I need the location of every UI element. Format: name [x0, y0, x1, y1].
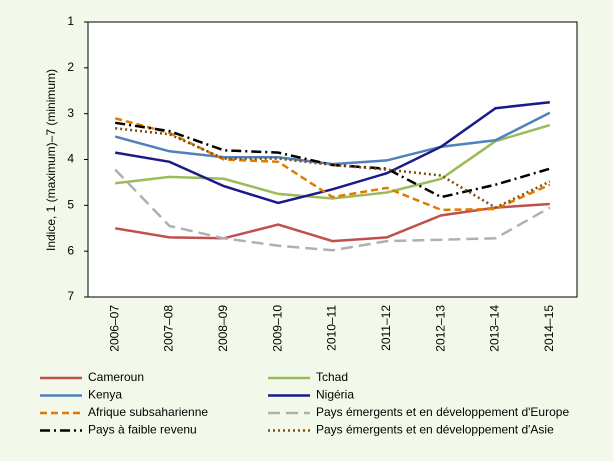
x-tick-label: 2006–07	[107, 305, 121, 352]
y-tick-label: 7	[67, 289, 74, 303]
legend-label: Nigéria	[316, 388, 354, 402]
legend-label: Pays à faible revenu	[88, 423, 197, 437]
y-tick-label: 6	[67, 243, 74, 257]
y-tick-label: 5	[67, 198, 74, 212]
legend-label: Afrique subsaharienne	[88, 405, 208, 419]
y-tick-label: 1	[67, 14, 74, 28]
x-tick-label: 2009–10	[270, 305, 284, 352]
x-tick-label: 2008–09	[216, 305, 230, 352]
series-line	[114, 117, 551, 212]
series-line	[115, 121, 551, 199]
y-tick-label: 2	[67, 60, 74, 74]
x-tick-label: 2007–08	[162, 305, 176, 352]
x-tick-label: 2010–11	[325, 305, 339, 351]
series-line	[115, 123, 551, 200]
y-tick-label: 3	[67, 106, 74, 120]
y-tick-label: 4	[67, 152, 74, 166]
series-line	[114, 168, 551, 252]
x-tick-label: 2013–14	[488, 305, 502, 352]
y-axis-label: Indice, 1 (maximum)–7 (minimum)	[44, 69, 58, 251]
legend-label: Kenya	[88, 388, 122, 402]
legend-label: Pays émergents et en développement d'Asi…	[316, 423, 554, 437]
legend-label: Tchad	[316, 370, 348, 384]
x-tick-label: 2012–13	[433, 305, 447, 352]
x-tick-label: 2011–12	[379, 305, 393, 351]
series-line	[114, 100, 550, 205]
legend-label: Pays émergents et en développement d'Eur…	[316, 405, 569, 419]
legend-label: Cameroun	[88, 370, 144, 384]
x-tick-label: 2014–15	[542, 305, 556, 352]
